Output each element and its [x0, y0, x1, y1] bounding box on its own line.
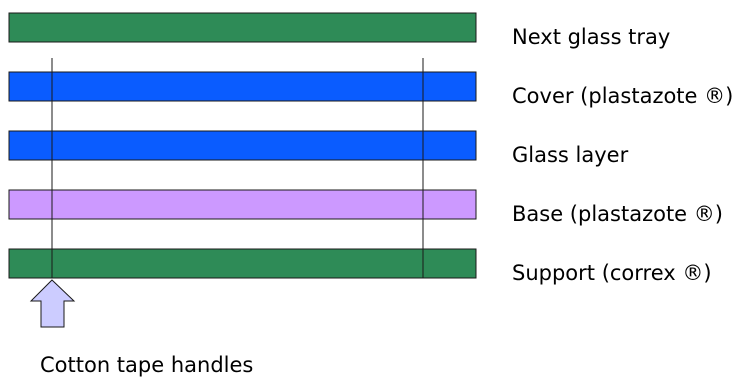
layer-bar-base — [8, 189, 477, 220]
layer-label-base: Base (plastazote ®) — [512, 202, 723, 226]
layer-bar-glass — [8, 130, 477, 161]
layer-bar-support — [8, 248, 477, 279]
layer-label-support: Support (correx ®) — [512, 261, 712, 285]
layer-label-cover: Cover (plastazote ®) — [512, 84, 733, 108]
up-arrow-icon — [29, 279, 76, 328]
layer-label-next-glass-tray: Next glass tray — [512, 25, 670, 49]
layer-label-glass: Glass layer — [512, 143, 629, 167]
layer-bar-cover — [8, 71, 477, 102]
layer-bar-next-glass-tray — [8, 12, 477, 43]
handles-caption: Cotton tape handles — [40, 353, 253, 377]
